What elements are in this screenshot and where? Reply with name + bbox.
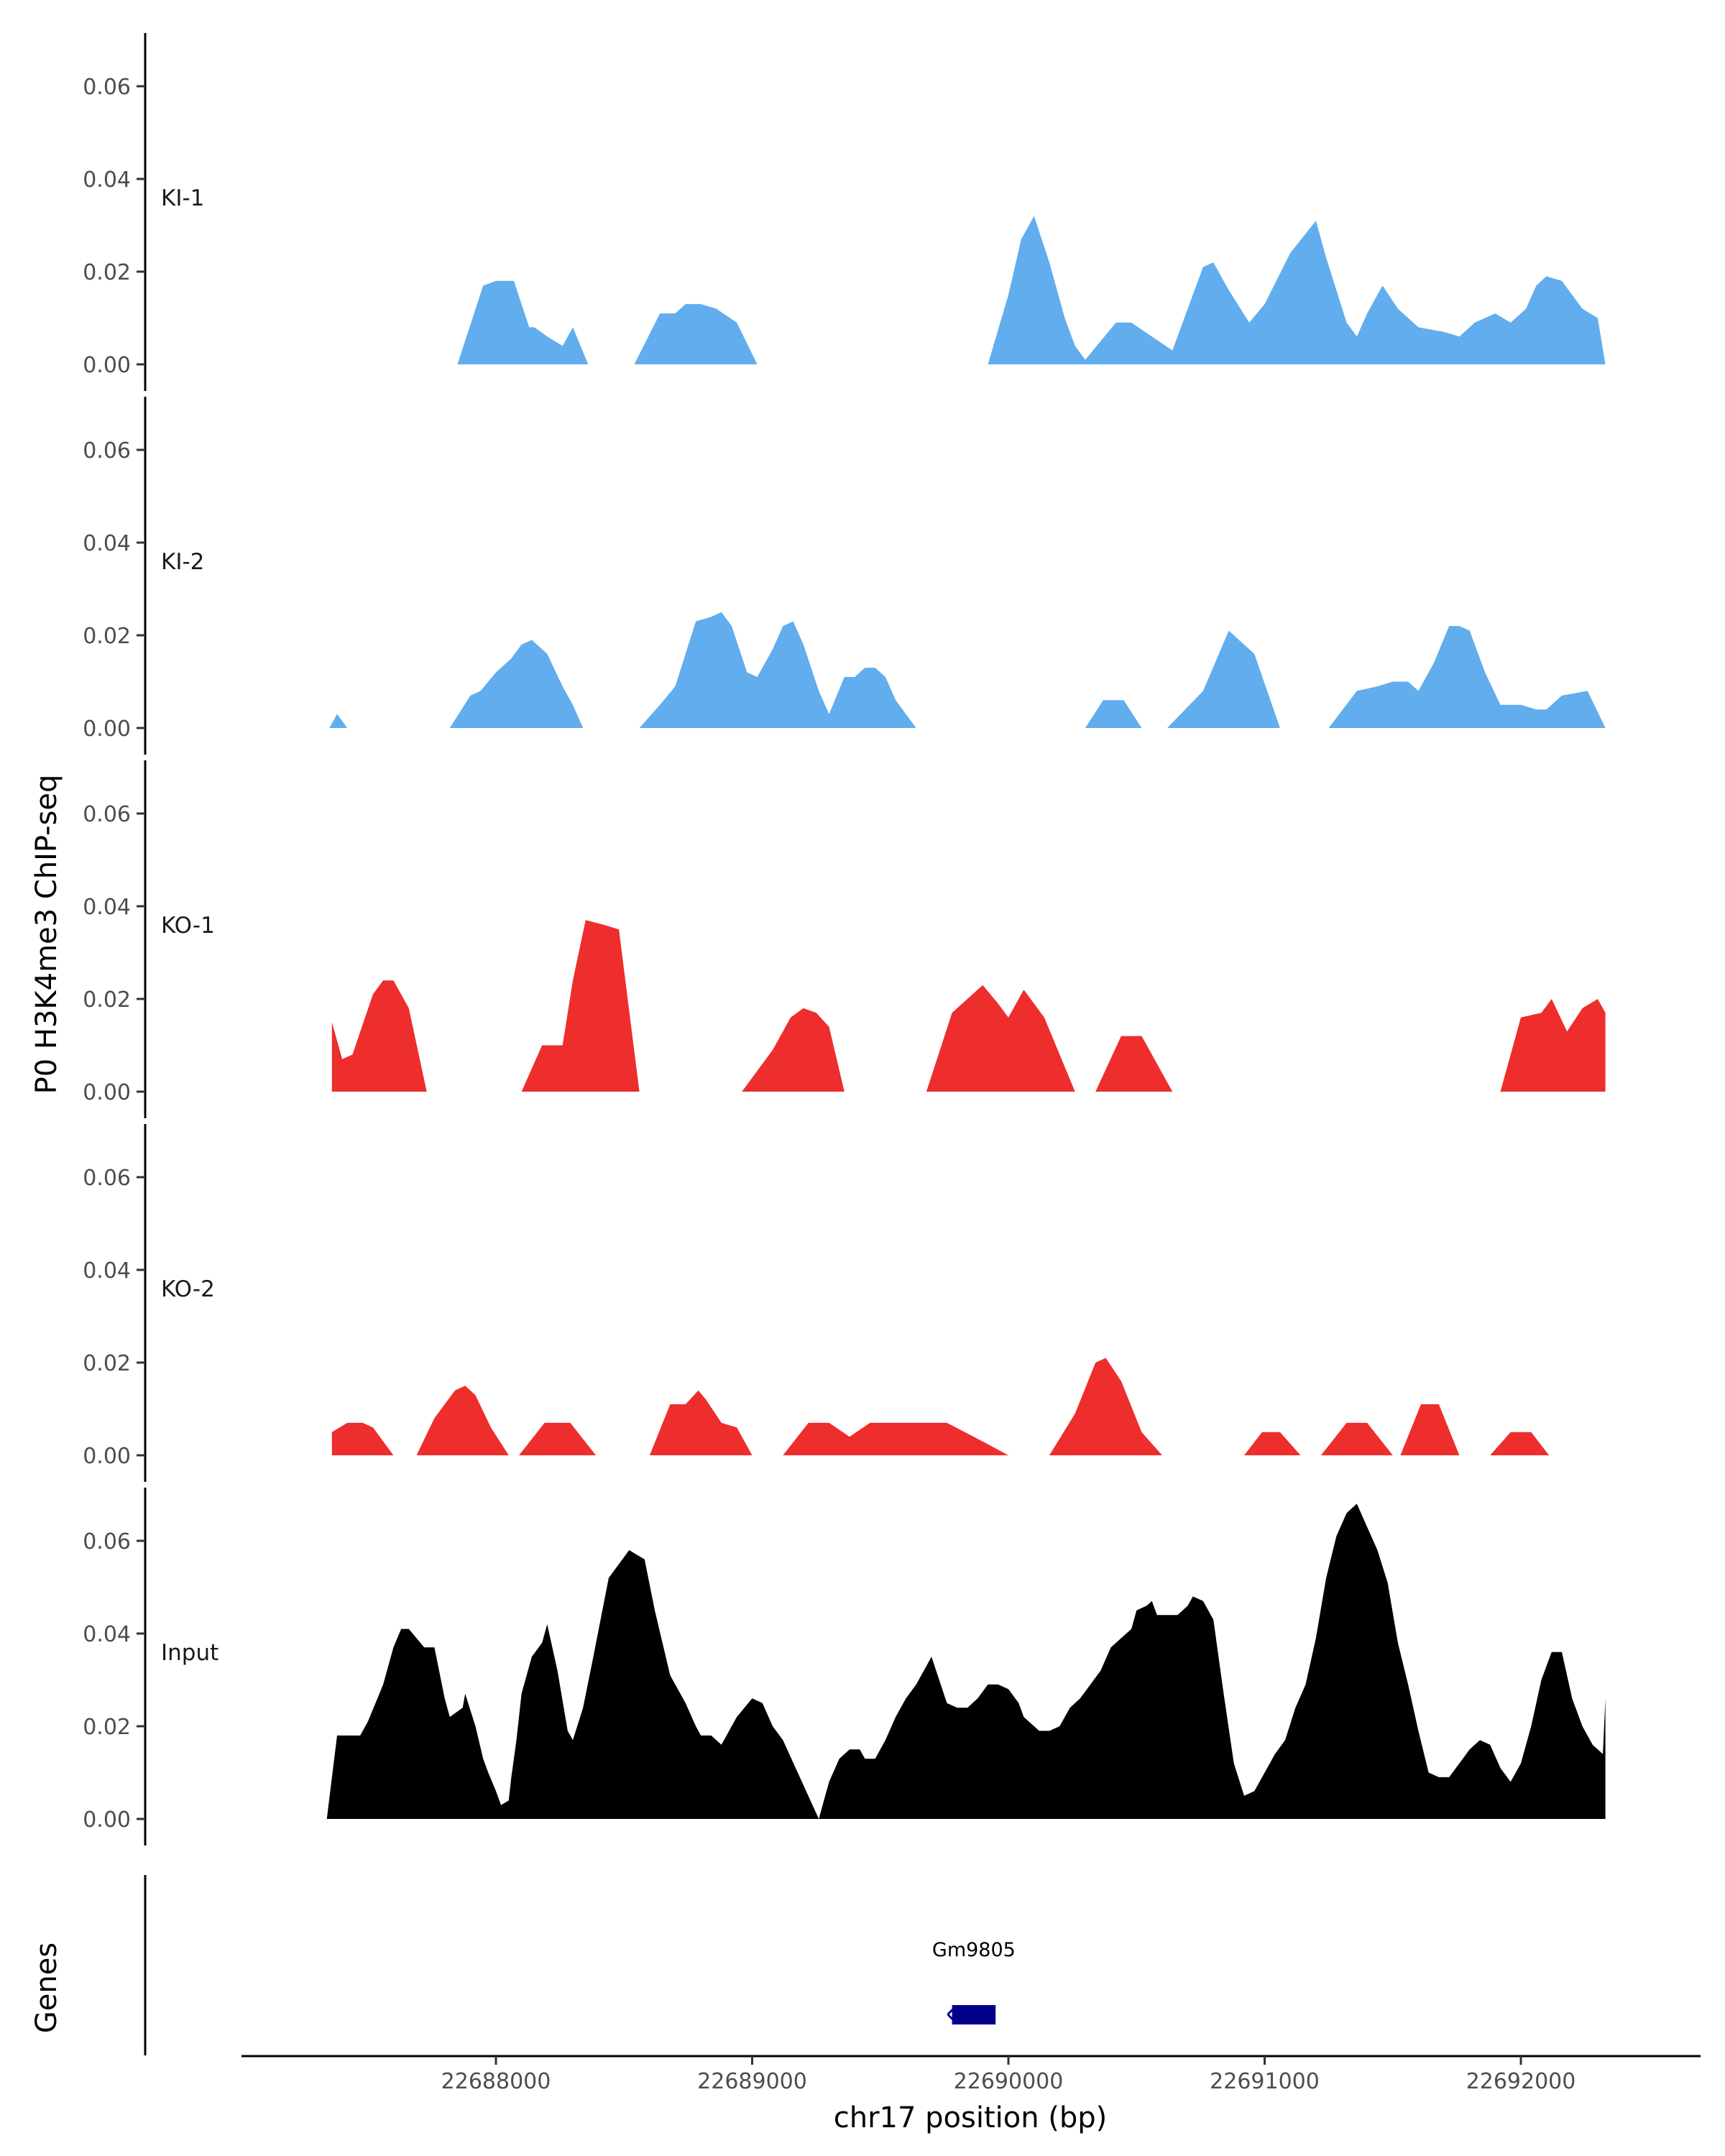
y-tick-label: 0.04 xyxy=(83,895,131,920)
y-tick-label: 0.02 xyxy=(83,987,131,1013)
signal-area xyxy=(457,280,589,364)
y-tick-label: 0.02 xyxy=(83,1351,131,1376)
y-tick-label: 0.00 xyxy=(83,1807,131,1833)
signal-area xyxy=(1244,1432,1301,1455)
signal-area xyxy=(449,640,584,728)
genes-axis-title: Genes xyxy=(30,1943,63,2033)
y-tick-label: 0.06 xyxy=(83,1529,131,1554)
y-tick-label: 0.06 xyxy=(83,438,131,464)
y-tick-label: 0.02 xyxy=(83,624,131,649)
track-input: 0.00 0.02 0.04 0.06 Input xyxy=(83,1488,1606,1846)
y-tick-label: 0.00 xyxy=(83,1444,131,1469)
y-tick-label: 0.04 xyxy=(83,167,131,193)
signal-area xyxy=(1049,1358,1162,1455)
signal-area xyxy=(1400,1404,1460,1455)
signal-area xyxy=(326,1549,819,1819)
signal-area xyxy=(331,1422,394,1455)
x-axis: chr17 position (bp) 22688000 22689000 2269… xyxy=(242,2055,1701,2134)
signal-area xyxy=(329,714,348,728)
y-tick-label: 0.06 xyxy=(83,1166,131,1191)
track-label: Input xyxy=(161,1640,218,1666)
signal-area xyxy=(519,1422,596,1455)
track-label: KI-1 xyxy=(161,185,204,211)
signal-area xyxy=(1085,700,1142,728)
tracks-layer: 0.00 0.02 0.04 0.06 KI-1 0.00 0.02 0.04 0.06 KI-2… xyxy=(83,33,1606,1846)
signal-area xyxy=(1328,626,1606,728)
signal-area xyxy=(1095,1036,1173,1092)
signal-area xyxy=(819,1503,1606,1819)
signal-area xyxy=(1167,630,1280,728)
x-axis-title: chr17 position (bp) xyxy=(834,2101,1108,2134)
y-tick-label: 0.02 xyxy=(83,260,131,285)
gene-body xyxy=(952,2005,996,2024)
signal-area xyxy=(1320,1422,1393,1455)
strand-arrow xyxy=(947,2007,954,2022)
signal-area xyxy=(649,1390,753,1455)
y-tick-label: 0.02 xyxy=(83,1715,131,1740)
signal-area xyxy=(634,304,758,364)
track-ko-1: 0.00 0.02 0.04 0.06 KO-1 xyxy=(83,760,1606,1118)
signal-area xyxy=(783,1422,1008,1455)
track-ki-2: 0.00 0.02 0.04 0.06 KI-2 xyxy=(83,397,1606,755)
signal-area xyxy=(521,920,640,1092)
gene-track: Genes Gm9805 xyxy=(30,1875,1016,2055)
gene-gm9805: Gm9805 xyxy=(932,1939,1016,2024)
y-tick-label: 0.06 xyxy=(83,802,131,827)
y-tick-label: 0.00 xyxy=(83,353,131,378)
x-tick-label: 22692000 xyxy=(1466,2069,1576,2094)
y-tick-label: 0.04 xyxy=(83,1622,131,1647)
track-label: KO-2 xyxy=(161,1276,215,1302)
x-tick-label: 22688000 xyxy=(441,2069,551,2094)
y-tick-label: 0.04 xyxy=(83,1258,131,1284)
track-label: KO-1 xyxy=(161,913,215,939)
signal-area xyxy=(416,1386,509,1455)
y-axis-title: P0 H3K4me3 ChIP-seq xyxy=(30,775,63,1095)
y-tick-label: 0.06 xyxy=(83,75,131,100)
gene-label: Gm9805 xyxy=(932,1939,1016,1961)
x-tick-label: 22689000 xyxy=(697,2069,807,2094)
y-tick-label: 0.00 xyxy=(83,717,131,742)
signal-area xyxy=(639,612,952,728)
signal-area xyxy=(1500,999,1606,1092)
track-ko-2: 0.00 0.02 0.04 0.06 KO-2 xyxy=(83,1124,1550,1482)
x-tick-label: 22691000 xyxy=(1210,2069,1320,2094)
signal-area xyxy=(331,980,427,1092)
x-tick-label: 22690000 xyxy=(954,2069,1064,2094)
signal-area xyxy=(742,1008,845,1092)
track-ki-1: 0.00 0.02 0.04 0.06 KI-1 xyxy=(83,33,1606,391)
signal-area xyxy=(926,985,1075,1092)
signal-area xyxy=(1490,1432,1550,1455)
y-tick-label: 0.04 xyxy=(83,531,131,556)
track-label: KI-2 xyxy=(161,549,204,575)
y-tick-label: 0.00 xyxy=(83,1080,131,1105)
signal-area xyxy=(988,216,1606,364)
